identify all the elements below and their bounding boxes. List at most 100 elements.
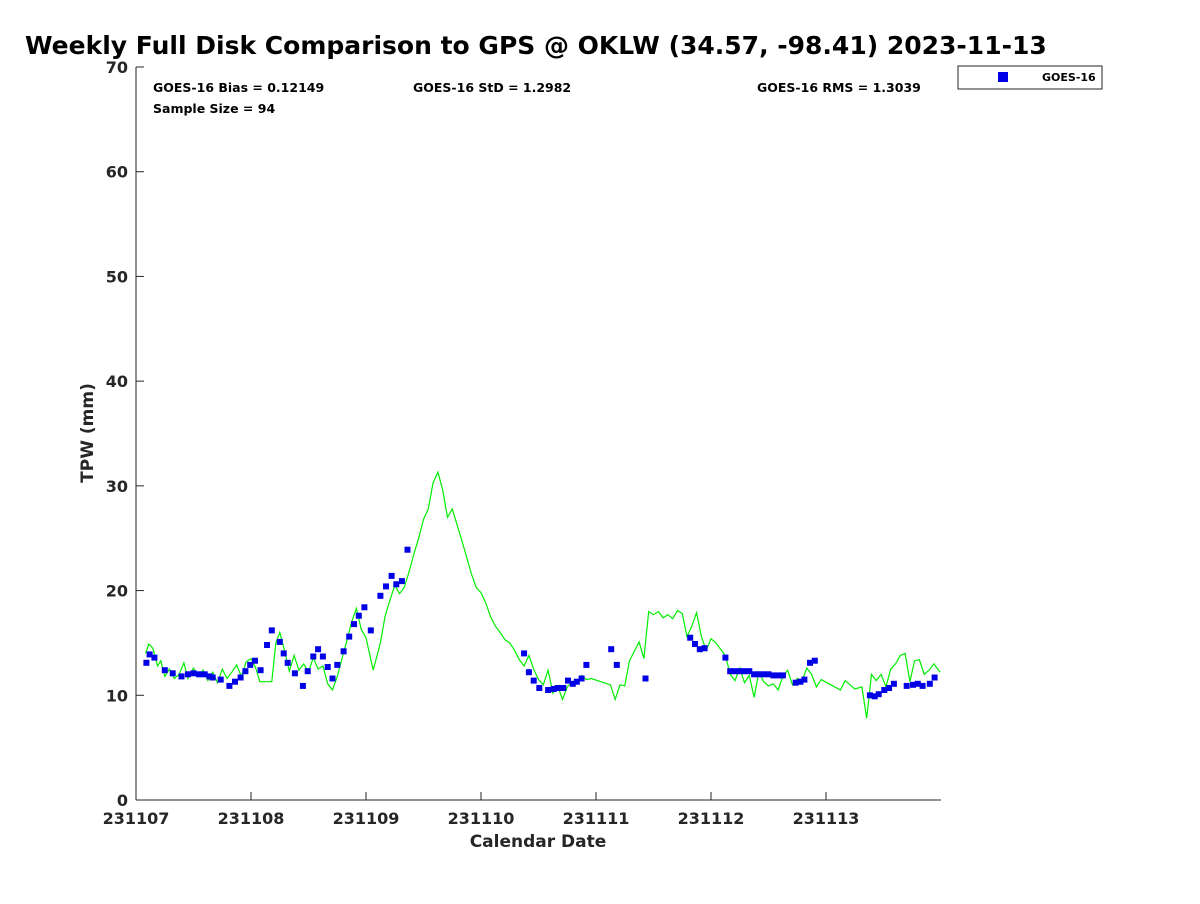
x-tick-label: 231109 [333,809,400,828]
goes-point [770,672,777,679]
goes-point [355,612,362,619]
goes-point [613,661,620,668]
goes-point [232,678,238,685]
goes-point [388,572,395,579]
goes-point [184,671,191,678]
goes-point [866,692,873,699]
legend-label-goes-16: GOES-16 [1042,71,1096,84]
goes-point [284,659,291,666]
goes-point [801,676,808,683]
goes-point [315,646,322,653]
goes-point [560,685,567,691]
goes-point [276,638,283,645]
goes-point [881,687,888,693]
goes-point [722,654,729,661]
goes-point [361,604,368,611]
goes-point [291,670,298,677]
goes-point [299,682,306,689]
goes-point [206,673,213,680]
goes-point [919,682,926,689]
x-tick-label: 231112 [678,809,745,828]
goes-point [741,668,748,675]
goes-point [765,671,772,678]
goes-point [340,648,347,655]
goes-point [727,668,734,675]
goes-point [377,592,384,599]
goes-point [247,661,254,668]
goes-point [151,654,158,661]
goes-point [264,642,270,648]
x-tick-label: 231107 [103,809,170,828]
goes-point [143,659,150,666]
goes-point [792,679,799,686]
goes-point [692,641,698,647]
goes-point [608,646,615,653]
goes-point [525,669,532,676]
goes-point [779,672,786,679]
legend-box [957,65,1103,90]
goes-point [755,671,762,678]
chart-title: Weekly Full Disk Comparison to GPS @ OKL… [25,31,1047,60]
goes-series [143,546,938,700]
goes-point [797,678,804,685]
goes-point [569,680,576,687]
axes: 0 10 20 30 40 50 60 70 231107 231108 231109 231110 2… [103,58,941,828]
goes-point [252,657,258,664]
goes-point [903,682,910,689]
goes-point [209,674,216,681]
goes-point [550,686,557,692]
y-tick-label: 30 [106,477,128,496]
goes-point [324,664,331,670]
y-tick-label: 20 [106,582,128,601]
x-axis-label: Calendar Date [470,832,607,852]
goes-point [383,583,389,590]
goes-point [746,668,753,675]
goes-point [910,681,916,688]
goes-point [178,673,185,680]
y-tick-label: 10 [106,686,128,705]
goes-point [811,657,818,664]
goes-point [319,653,326,660]
goes-point [545,687,552,693]
gps-series [145,470,941,719]
goes-point [914,680,921,687]
y-tick-label: 0 [117,791,128,810]
goes-point [536,685,543,691]
goes-point [404,546,411,553]
goes-point [201,671,208,678]
y-tick-label: 70 [106,58,128,77]
std-stat: GOES-16 StD = 1.2982 [413,80,571,95]
goes-point [565,677,571,684]
goes-point [875,691,882,698]
goes-point [890,680,897,687]
gps-line [145,470,941,719]
rms-stat: GOES-16 RMS = 1.3039 [757,80,921,95]
goes-point [196,671,203,678]
sample-size-stat: Sample Size = 94 [153,101,275,116]
goes-point [886,685,893,691]
goes-point [701,645,708,652]
goes-point [642,675,649,682]
goes-point [329,675,336,682]
bias-stat: GOES-16 Bias = 0.12149 [153,80,324,95]
y-axis-label: TPW (mm) [78,383,98,483]
goes-point [760,671,767,678]
goes-point [146,651,153,658]
goes-point [237,674,244,681]
goes-point [926,680,933,687]
legend-marker-goes-16 [998,72,1008,82]
goes-point [732,668,738,675]
goes-point [573,678,580,685]
goes-point [161,667,168,674]
goes-point [351,621,357,628]
goes-point [578,675,585,682]
goes-point [304,668,311,675]
goes-point [775,672,782,679]
goes-point [346,633,353,640]
goes-point [687,634,694,641]
y-tick-label: 40 [106,372,128,391]
goes-point [521,650,528,657]
goes-point [530,677,537,684]
